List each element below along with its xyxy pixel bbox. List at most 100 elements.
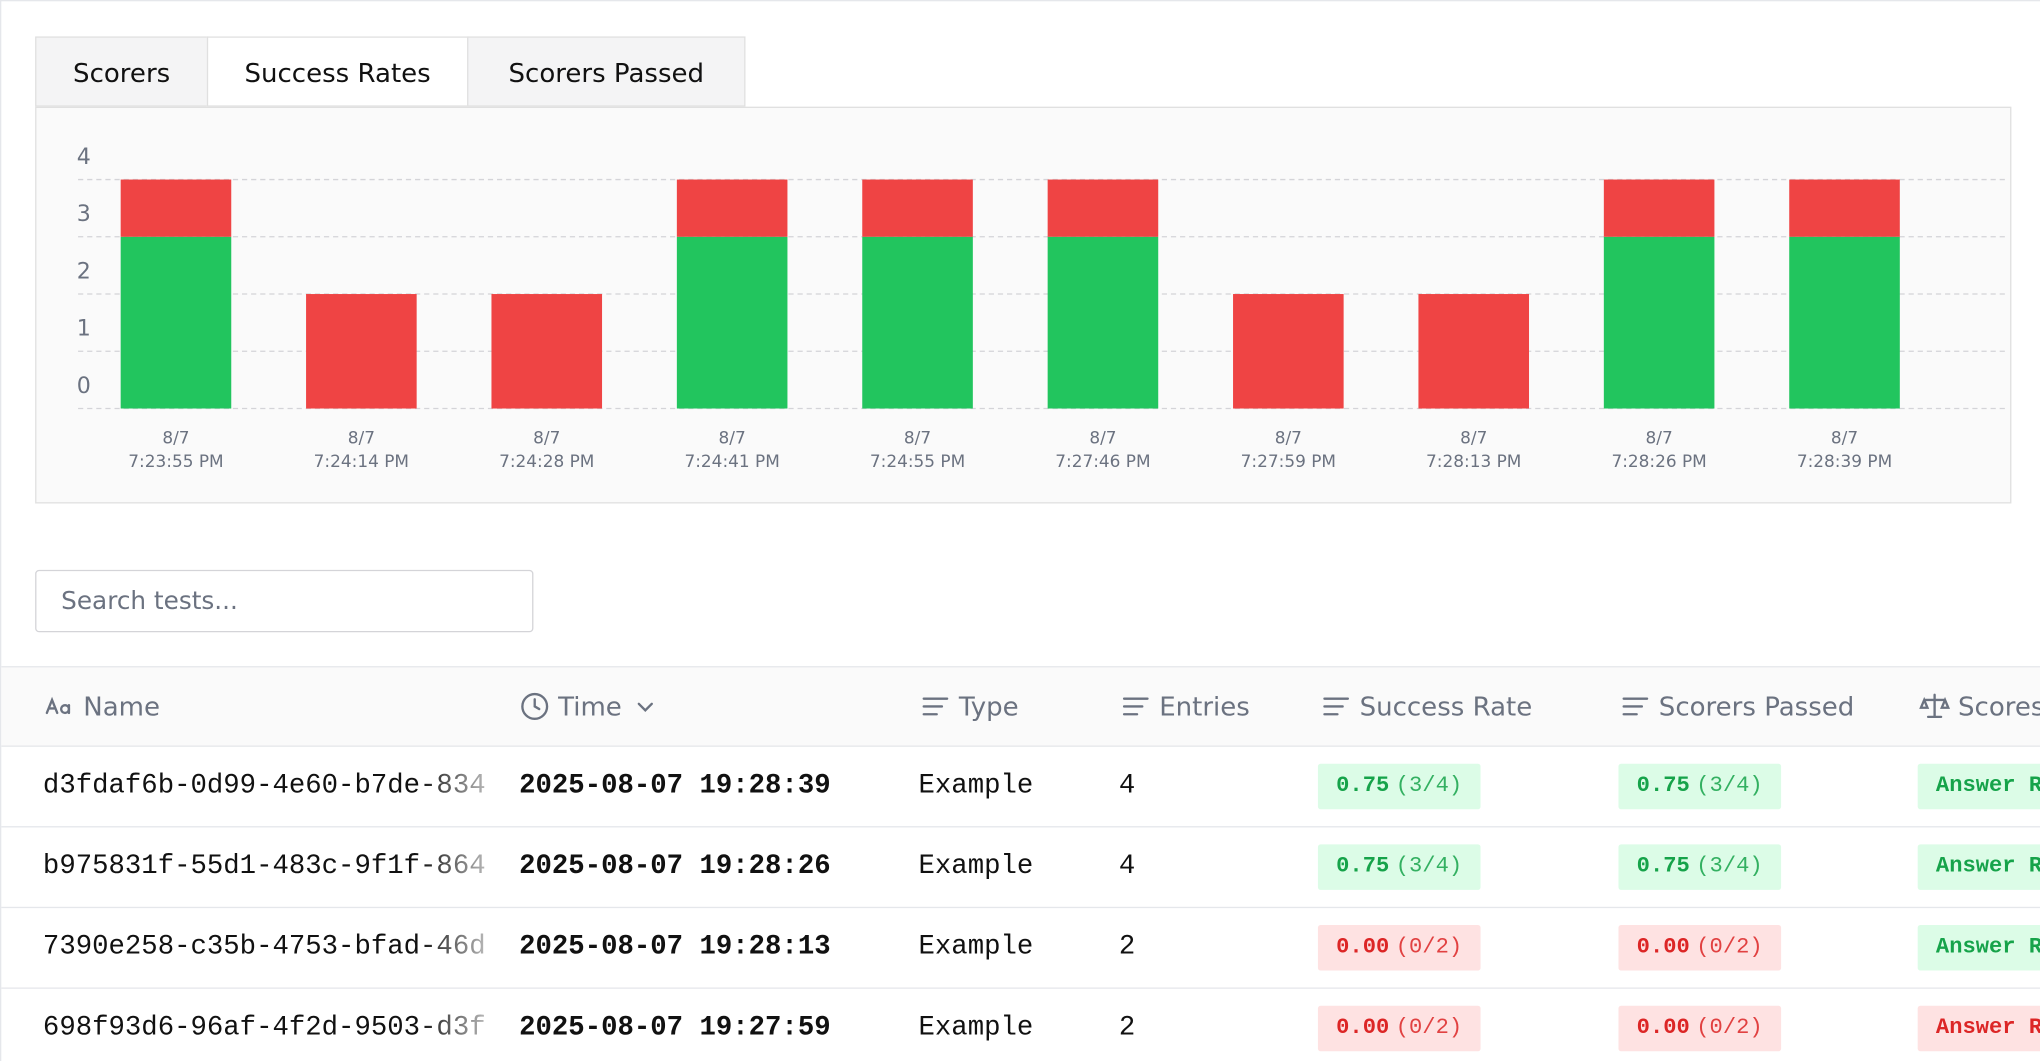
badge-score: 0.00 (1336, 935, 1390, 961)
cell-text: 2 (1118, 1013, 1136, 1044)
column-label: Scores (1958, 690, 2040, 723)
x-tick-label: 8/7 (348, 428, 375, 448)
bar-segment (676, 179, 788, 237)
bar-segment (676, 236, 788, 409)
x-tick-label: 7:28:39 PM (1797, 451, 1892, 471)
badge-ratio: (3/4) (1696, 854, 1763, 880)
badge-text: Answer R (1935, 1016, 2040, 1041)
x-tick-label: 7:28:13 PM (1426, 451, 1521, 471)
badge-ratio: (0/2) (1696, 935, 1763, 961)
column-label: Success Rate (1359, 690, 1533, 723)
bar-segment (1603, 179, 1715, 237)
column-icon (45, 696, 71, 714)
badge: 0.00 (0/2) (1618, 1005, 1781, 1052)
x-tick-label: 7:24:28 PM (499, 451, 594, 471)
badge-ratio: (3/4) (1395, 774, 1463, 799)
test-name: d3fdaf6b-0d99-4e60-b7de-834 (42, 771, 486, 802)
y-tick-label: 1 (77, 316, 91, 342)
tab[interactable]: Scorers Passed (467, 36, 746, 107)
bar-segment (1047, 179, 1159, 237)
cell-text: 2025-08-07 19:28:26 (519, 852, 831, 883)
cell-text: 4 (1118, 771, 1136, 802)
bar-segment (120, 179, 232, 237)
column-label: Entries (1159, 690, 1250, 723)
bar-segment (1233, 294, 1344, 409)
badge-score: 0.00 (1636, 1016, 1690, 1041)
badge: Answer R (1917, 763, 2040, 810)
y-tick-label: 4 (77, 144, 91, 170)
y-tick-label: 0 (77, 373, 91, 399)
column-header: Scores (1919, 667, 2040, 745)
badge: Answer R (1917, 925, 2040, 971)
x-tick-label: 7:23:55 PM (128, 451, 223, 471)
x-tick-label: 8/7 (1831, 428, 1858, 448)
x-tick-label: 8/7 (1089, 428, 1116, 448)
badge-score: 0.00 (1636, 935, 1690, 961)
x-tick-label: 7:24:55 PM (870, 451, 965, 471)
bar-segment (1418, 294, 1530, 409)
cell-text: Example (918, 1013, 1034, 1044)
column-icon (1122, 696, 1149, 715)
sort-chevron[interactable] (632, 693, 658, 719)
x-tick-label: 7:28:26 PM (1611, 451, 1706, 471)
chart: 0 1 2 3 4 8/7 7:23:55 PM 8/7 7:24:14 PM 8/7 7:24:2… (77, 144, 2007, 471)
badge-ratio: (0/2) (1696, 1016, 1763, 1041)
table-row[interactable]: d3fdaf6b-0d99-4e60-b7de-834 2025-08-07 19… (1, 747, 2040, 828)
test-name: 7390e258-c35b-4753-bfad-46d (42, 932, 486, 963)
column-header: Scorers Passed (1620, 667, 1854, 745)
table-header: Name Time Type Entries Success Rate Scorers P… (1, 666, 2040, 747)
table-row[interactable]: b975831f-55d1-483c-9f1f-864 2025-08-07 19… (1, 827, 2040, 909)
badge-score: 0.75 (1336, 774, 1390, 799)
column-icon (1919, 692, 1951, 718)
bar-segment (120, 236, 232, 409)
column-header: Name (44, 667, 160, 745)
badge: 0.00 (0/2) (1618, 925, 1781, 971)
column-header: Success Rate (1321, 667, 1533, 745)
cell-text: Example (918, 771, 1034, 802)
x-tick-label: 8/7 (533, 428, 560, 448)
column-icon (1622, 696, 1649, 715)
column-header[interactable]: Time (519, 667, 658, 745)
bar-segment (862, 179, 973, 237)
badge: 0.75 (3/4) (1618, 844, 1781, 890)
column-label: Name (83, 690, 161, 723)
table-row[interactable]: 7390e258-c35b-4753-bfad-46d 2025-08-07 19… (1, 908, 2040, 989)
badge-text: Answer R (1935, 774, 2040, 799)
cell-text: Example (918, 852, 1034, 883)
column-header: Entries (1120, 667, 1250, 745)
column-icon (521, 692, 549, 720)
column-label: Type (958, 690, 1019, 723)
badge-score: 0.75 (1336, 854, 1390, 880)
search-input[interactable]: Search tests... (35, 569, 534, 633)
y-tick-label: 3 (77, 201, 91, 227)
x-tick-label: 8/7 (904, 428, 931, 448)
tab[interactable]: Success Rates (206, 36, 469, 107)
badge-ratio: (3/4) (1395, 854, 1463, 880)
x-tick-label: 8/7 (1646, 428, 1673, 448)
badge: Answer R (1917, 1005, 2040, 1052)
y-tick-label: 2 (77, 258, 91, 284)
x-tick-label: 7:24:14 PM (314, 451, 409, 471)
badge-ratio: (3/4) (1696, 774, 1763, 799)
badge: 0.75 (3/4) (1618, 763, 1781, 810)
bar-segment (306, 294, 417, 409)
column-header: Type (920, 667, 1019, 745)
badge-text: Answer R (1935, 854, 2040, 880)
x-tick-label: 8/7 (1460, 428, 1487, 448)
badge-score: 0.00 (1336, 1016, 1390, 1041)
cell-text: 4 (1118, 852, 1136, 883)
table-row[interactable]: 698f93d6-96af-4f2d-9503-d3f 2025-08-07 19… (1, 989, 2040, 1061)
test-name: b975831f-55d1-483c-9f1f-864 (42, 852, 486, 883)
badge-ratio: (0/2) (1395, 1016, 1463, 1041)
chart-panel: 0 1 2 3 4 8/7 7:23:55 PM 8/7 7:24:14 PM 8/7 7:24:2… (35, 106, 2012, 504)
bar-segment (1789, 236, 1900, 409)
bar-segment (491, 294, 603, 409)
x-tick-label: 7:24:41 PM (684, 451, 779, 471)
badge: Answer R (1917, 844, 2040, 890)
badge-text: Answer R (1935, 935, 2040, 961)
tab[interactable]: Scorers (35, 36, 209, 107)
badge: 0.00 (0/2) (1317, 925, 1481, 971)
x-tick-label: 8/7 (162, 428, 189, 448)
